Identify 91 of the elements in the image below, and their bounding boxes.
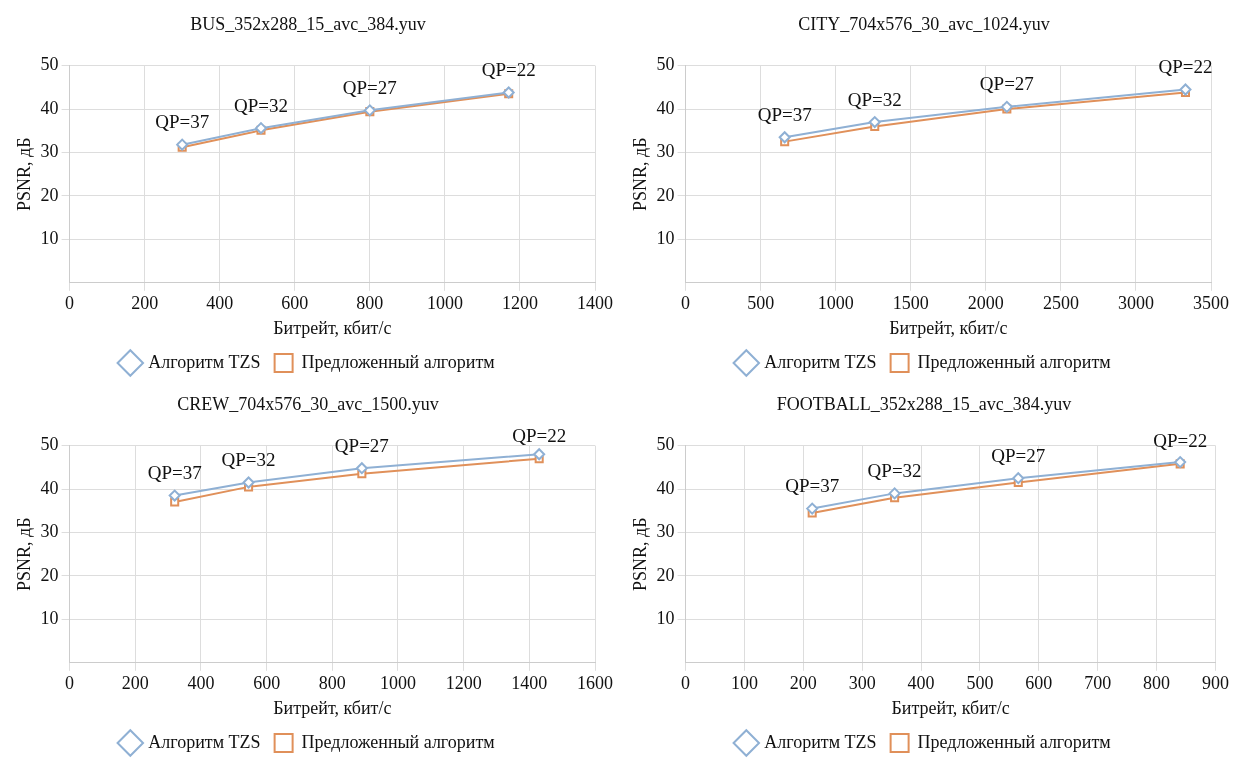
x-tick-label: 0 xyxy=(681,293,691,314)
y-tick-label: 50 xyxy=(656,434,675,455)
y-tick-label: 20 xyxy=(40,564,59,585)
annotation: QP=22 xyxy=(512,425,567,447)
annotation: QP=22 xyxy=(1153,430,1208,452)
x-tick-label: 1000 xyxy=(817,293,854,314)
x-axis-title: Битрейт, кбит/с xyxy=(273,697,392,718)
x-tick-label: 700 xyxy=(1084,673,1112,694)
x-tick-label: 3000 xyxy=(1117,293,1154,314)
y-axis-title: PSNR, дБ xyxy=(13,137,34,211)
x-axis-title: Битрейт, кбит/с xyxy=(273,317,392,338)
y-tick-label: 40 xyxy=(40,97,59,118)
annotation: QP=37 xyxy=(155,111,210,133)
x-tick-label: 600 xyxy=(281,293,309,314)
x-tick-label: 300 xyxy=(848,673,876,694)
y-tick-label: 10 xyxy=(40,608,59,629)
legend-label: Алгоритм TZS xyxy=(764,351,877,372)
chart-title: CREW_704x576_30_avc_1500.yuv xyxy=(177,393,439,414)
y-tick-label: 40 xyxy=(656,97,675,118)
x-tick-label: 0 xyxy=(681,673,691,694)
x-tick-label: 1600 xyxy=(577,673,613,694)
x-tick-label: 2500 xyxy=(1042,293,1079,314)
x-tick-label: 400 xyxy=(907,673,935,694)
annotation: QP=27 xyxy=(334,434,389,456)
x-tick-label: 1000 xyxy=(426,293,463,314)
x-tick-label: 600 xyxy=(1025,673,1053,694)
x-tick-label: 1200 xyxy=(445,673,482,694)
x-tick-label: 900 xyxy=(1202,673,1229,694)
x-tick-label: 800 xyxy=(1143,673,1171,694)
y-axis-title: PSNR, дБ xyxy=(629,137,650,211)
x-tick-label: 0 xyxy=(65,293,75,314)
x-tick-label: 3500 xyxy=(1193,293,1229,314)
y-tick-label: 30 xyxy=(656,521,675,542)
x-tick-label: 200 xyxy=(789,673,817,694)
chart-title: BUS_352x288_15_avc_384.yuv xyxy=(190,13,426,34)
legend-label: Алгоритм TZS xyxy=(148,731,261,752)
y-tick-label: 20 xyxy=(656,564,675,585)
x-tick-label: 500 xyxy=(747,293,775,314)
chart-title: CITY_704x576_30_avc_1024.yuv xyxy=(798,13,1050,34)
y-tick-label: 50 xyxy=(40,54,59,75)
x-tick-label: 1200 xyxy=(501,293,538,314)
y-tick-label: 40 xyxy=(40,477,59,498)
y-tick-label: 40 xyxy=(656,477,675,498)
annotation: QP=27 xyxy=(991,444,1046,466)
y-tick-label: 20 xyxy=(656,184,675,205)
x-tick-label: 200 xyxy=(131,293,159,314)
annotation: QP=22 xyxy=(1158,55,1213,77)
x-tick-label: 1400 xyxy=(511,673,548,694)
y-axis-title: PSNR, дБ xyxy=(629,517,650,591)
annotation: QP=27 xyxy=(979,73,1034,95)
annotation: QP=32 xyxy=(847,88,902,110)
annotation: QP=37 xyxy=(757,103,812,125)
x-tick-label: 1000 xyxy=(379,673,416,694)
annotation: QP=37 xyxy=(785,475,840,497)
legend-label: Алгоритм TZS xyxy=(148,351,261,372)
x-tick-label: 800 xyxy=(318,673,346,694)
annotation: QP=22 xyxy=(481,59,536,81)
x-axis-title: Битрейт, кбит/с xyxy=(889,317,1008,338)
x-tick-label: 2000 xyxy=(967,293,1004,314)
x-tick-label: 200 xyxy=(121,673,149,694)
x-tick-label: 0 xyxy=(65,673,75,694)
x-tick-label: 500 xyxy=(966,673,994,694)
y-tick-label: 30 xyxy=(656,141,675,162)
legend-label: Предложенный алгоритм xyxy=(917,731,1111,752)
legend-label: Предложенный алгоритм xyxy=(301,351,495,372)
y-axis-title: PSNR, дБ xyxy=(13,517,34,591)
chart-title: FOOTBALL_352x288_15_avc_384.yuv xyxy=(776,393,1072,414)
x-axis-title: Битрейт, кбит/с xyxy=(891,697,1010,718)
y-tick-label: 20 xyxy=(40,184,59,205)
annotation: QP=37 xyxy=(147,462,202,484)
x-tick-label: 600 xyxy=(253,673,281,694)
y-tick-label: 30 xyxy=(40,521,59,542)
y-tick-label: 30 xyxy=(40,141,59,162)
x-tick-label: 1400 xyxy=(577,293,613,314)
legend-label: Предложенный алгоритм xyxy=(301,731,495,752)
annotation: QP=32 xyxy=(233,94,288,116)
y-tick-label: 10 xyxy=(656,228,675,249)
x-tick-label: 400 xyxy=(206,293,234,314)
y-tick-label: 10 xyxy=(40,228,59,249)
y-tick-label: 50 xyxy=(40,434,59,455)
legend-label: Предложенный алгоритм xyxy=(917,351,1111,372)
annotation: QP=32 xyxy=(867,459,922,481)
x-tick-label: 100 xyxy=(730,673,758,694)
legend-label: Алгоритм TZS xyxy=(764,731,877,752)
annotation: QP=32 xyxy=(221,449,276,471)
x-tick-label: 1500 xyxy=(892,293,929,314)
annotation: QP=27 xyxy=(342,76,397,98)
x-tick-label: 800 xyxy=(356,293,384,314)
y-tick-label: 10 xyxy=(656,608,675,629)
x-tick-label: 400 xyxy=(187,673,215,694)
y-tick-label: 50 xyxy=(656,54,675,75)
